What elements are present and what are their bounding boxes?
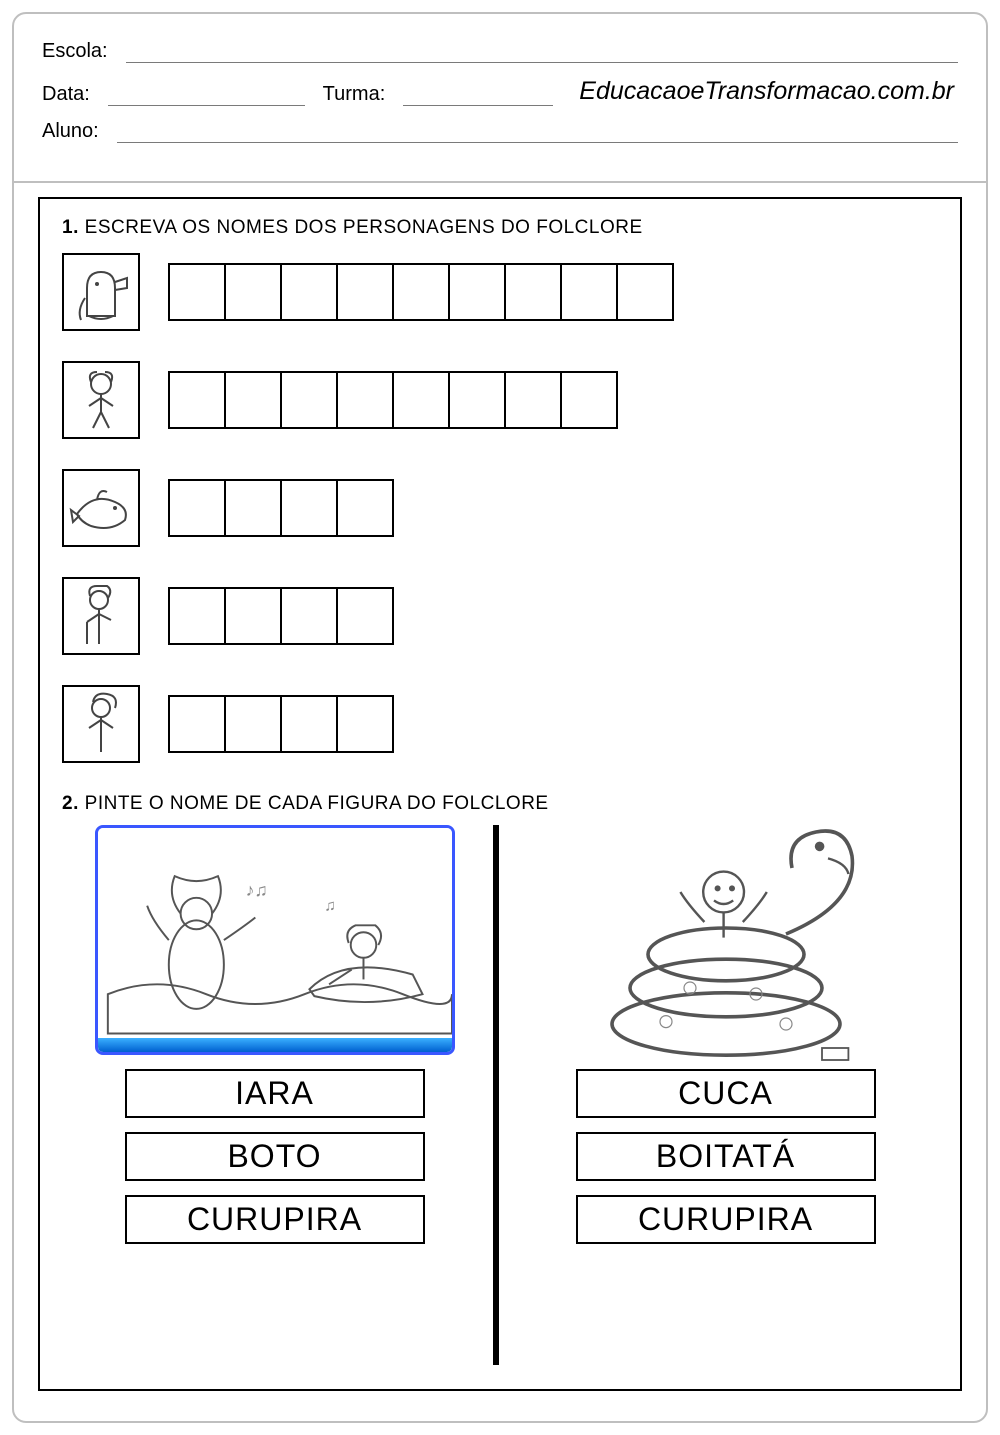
label-date: Data: — [42, 83, 90, 106]
letter-cell[interactable] — [168, 263, 226, 321]
letter-cell[interactable] — [392, 263, 450, 321]
letter-cell[interactable] — [280, 479, 338, 537]
exercise1-rows — [62, 253, 938, 763]
vertical-divider — [493, 825, 499, 1365]
exercise1-instruction: 1. ESCREVA OS NOMES DOS PERSONAGENS DO F… — [62, 217, 938, 239]
boto-icon — [62, 469, 140, 547]
letter-cell[interactable] — [280, 263, 338, 321]
exercise-frame: 1. ESCREVA OS NOMES DOS PERSONAGENS DO F… — [38, 197, 962, 1391]
exercise2-left-col: ♪♫ ♫ IARA BOTO CURUPIRA — [62, 825, 487, 1244]
row-school: Escola: — [42, 40, 958, 63]
header-divider — [14, 181, 986, 183]
header: Escola: Data: Turma: EducacaoeTransforma… — [38, 30, 962, 169]
letter-cell[interactable] — [224, 371, 282, 429]
letter-grid — [168, 263, 674, 321]
exercise1-row — [62, 685, 938, 763]
exercise2-right-col: CUCA BOITATÁ CURUPIRA — [513, 825, 938, 1244]
letter-cell[interactable] — [504, 371, 562, 429]
letter-cell[interactable] — [560, 371, 618, 429]
letter-cell[interactable] — [392, 371, 450, 429]
line-date[interactable] — [108, 86, 305, 106]
letter-grid — [168, 587, 394, 645]
site-url: EducacaoeTransformacao.com.br — [571, 77, 958, 106]
word-option[interactable]: CUCA — [576, 1069, 876, 1118]
letter-cell[interactable] — [280, 587, 338, 645]
letter-cell[interactable] — [224, 263, 282, 321]
svg-text:♪♫: ♪♫ — [245, 880, 267, 900]
word-option[interactable]: IARA — [125, 1069, 425, 1118]
iara-scene-icon: ♪♫ ♫ — [98, 827, 452, 1053]
exercise2-number: 2. — [62, 793, 79, 814]
letter-cell[interactable] — [224, 479, 282, 537]
boitata-scene-icon — [546, 808, 906, 1072]
sacipere-icon — [62, 577, 140, 655]
exercise1-row — [62, 469, 938, 547]
letter-cell[interactable] — [504, 263, 562, 321]
letter-cell[interactable] — [336, 371, 394, 429]
cuca-icon — [62, 253, 140, 331]
letter-cell[interactable] — [168, 587, 226, 645]
worksheet-frame: Escola: Data: Turma: EducacaoeTransforma… — [12, 12, 988, 1423]
exercise2-content: ♪♫ ♫ IARA BOTO CURUPIRA — [62, 825, 938, 1365]
letter-cell[interactable] — [168, 371, 226, 429]
label-student: Aluno: — [42, 120, 99, 143]
exercise1-text: ESCREVA OS NOMES DOS PERSONAGENS DO FOLC… — [85, 217, 643, 238]
letter-grid — [168, 371, 618, 429]
row-student: Aluno: — [42, 120, 958, 143]
exercise1-row — [62, 577, 938, 655]
exercise1-number: 1. — [62, 217, 79, 238]
letter-cell[interactable] — [280, 371, 338, 429]
line-student[interactable] — [117, 123, 958, 143]
letter-grid — [168, 479, 394, 537]
curupira-icon — [62, 361, 140, 439]
letter-cell[interactable] — [336, 479, 394, 537]
label-school: Escola: — [42, 40, 108, 63]
letter-cell[interactable] — [224, 695, 282, 753]
row-date-class: Data: Turma: EducacaoeTransformacao.com.… — [42, 77, 958, 106]
word-option[interactable]: CURUPIRA — [125, 1195, 425, 1244]
letter-cell[interactable] — [448, 263, 506, 321]
letter-grid — [168, 695, 394, 753]
exercise2-text: PINTE O NOME DE CADA FIGURA DO FOLCLORE — [85, 793, 549, 814]
letter-cell[interactable] — [336, 263, 394, 321]
figure-iara: ♪♫ ♫ — [95, 825, 455, 1055]
label-class: Turma: — [323, 83, 386, 106]
line-class[interactable] — [403, 86, 553, 106]
letter-cell[interactable] — [168, 479, 226, 537]
letter-cell[interactable] — [224, 587, 282, 645]
letter-cell[interactable] — [448, 371, 506, 429]
letter-cell[interactable] — [280, 695, 338, 753]
letter-cell[interactable] — [336, 587, 394, 645]
figure-boitata — [546, 825, 906, 1055]
word-option[interactable]: CURUPIRA — [576, 1195, 876, 1244]
svg-text:♫: ♫ — [324, 898, 336, 915]
exercise1-row — [62, 361, 938, 439]
letter-cell[interactable] — [168, 695, 226, 753]
letter-cell[interactable] — [336, 695, 394, 753]
saci-icon — [62, 685, 140, 763]
word-option[interactable]: BOITATÁ — [576, 1132, 876, 1181]
letter-cell[interactable] — [616, 263, 674, 321]
letter-cell[interactable] — [560, 263, 618, 321]
word-option[interactable]: BOTO — [125, 1132, 425, 1181]
exercise1-row — [62, 253, 938, 331]
line-school[interactable] — [126, 43, 958, 63]
